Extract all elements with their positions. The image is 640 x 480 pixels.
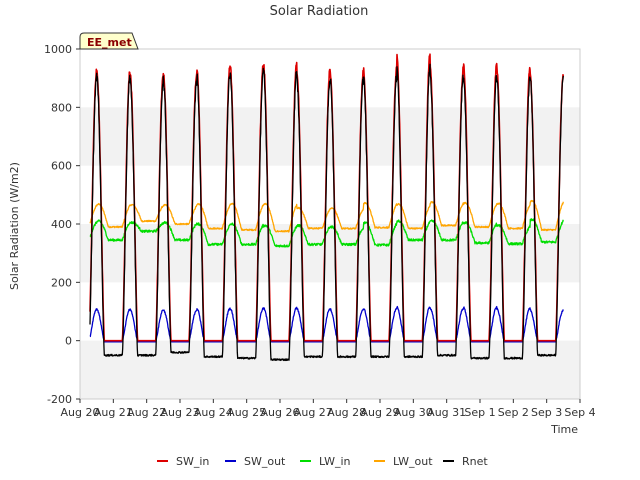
legend: SW_in SW_out LW_in LW_out Rnet — [157, 455, 488, 468]
y-tick-label: -200 — [47, 393, 72, 406]
x-tick-label: Aug 22 — [127, 406, 166, 419]
x-tick-label: Sep 4 — [564, 406, 595, 419]
x-tick-label: Aug 27 — [294, 406, 333, 419]
legend-label: LW_in — [319, 455, 351, 468]
legend-label: LW_out — [393, 455, 433, 468]
series-layer — [89, 53, 565, 362]
x-tick-label: Aug 24 — [194, 406, 233, 419]
legend-item-rnet: Rnet — [443, 455, 488, 468]
legend-item-sw-in: SW_in — [157, 455, 209, 468]
x-tick-label: Aug 26 — [261, 406, 300, 419]
x-tick-label: Sep 3 — [531, 406, 562, 419]
y-axis: -200 0 200 400 600 800 1000 — [44, 43, 80, 406]
x-tick-label: Sep 2 — [498, 406, 529, 419]
y-band — [80, 340, 580, 399]
x-tick-label: Aug 30 — [394, 406, 433, 419]
x-tick-label: Aug 25 — [227, 406, 266, 419]
series-line-sw-out — [89, 305, 564, 343]
legend-label: SW_in — [176, 455, 209, 468]
x-tick-label: Aug 29 — [361, 406, 400, 419]
legend-item-lw-out: LW_out — [374, 455, 433, 468]
station-label-box: EE_met — [79, 32, 139, 50]
background-bands — [80, 107, 580, 399]
x-axis-label: Time — [550, 423, 578, 436]
series-line-lw-out — [89, 199, 564, 233]
y-tick-label: 1000 — [44, 43, 72, 56]
series-line-rnet — [89, 63, 564, 362]
y-axis-label: Solar Radiation (W/m2) — [8, 162, 21, 290]
y-tick-label: 200 — [51, 276, 72, 289]
x-tick-label: Aug 23 — [161, 406, 200, 419]
y-tick-label: 400 — [51, 218, 72, 231]
station-label: EE_met — [87, 36, 132, 49]
y-band — [80, 224, 580, 283]
legend-label: Rnet — [462, 455, 488, 468]
y-tick-label: 800 — [51, 101, 72, 114]
legend-item-sw-out: SW_out — [225, 455, 286, 468]
x-tick-label: Aug 20 — [61, 406, 100, 419]
y-tick-label: 0 — [65, 335, 72, 348]
x-tick-label: Aug 21 — [94, 406, 133, 419]
chart-title: Solar Radiation — [270, 4, 369, 19]
x-tick-label: Sep 1 — [464, 406, 495, 419]
y-band — [80, 107, 580, 166]
x-tick-label: Aug 28 — [327, 406, 366, 419]
x-tick-label: Aug 31 — [427, 406, 466, 419]
legend-item-lw-in: LW_in — [300, 455, 351, 468]
y-tick-label: 600 — [51, 160, 72, 173]
legend-label: SW_out — [244, 455, 286, 468]
